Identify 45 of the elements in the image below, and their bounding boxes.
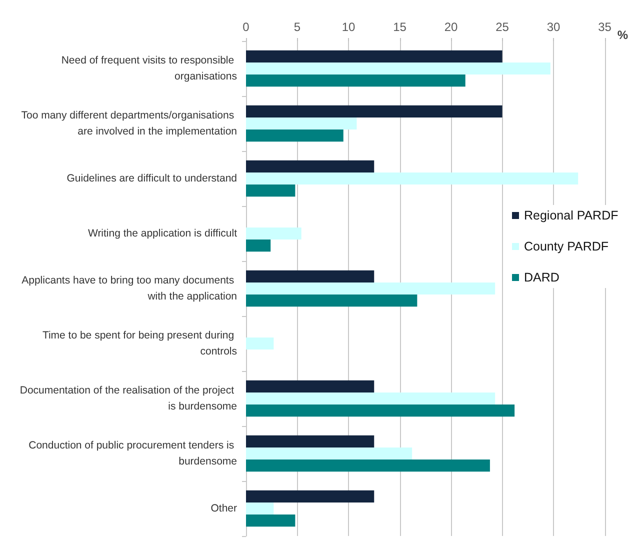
x-tick-label: 20 [444, 20, 458, 34]
bar [246, 392, 496, 405]
bar [246, 502, 274, 515]
y-tick-label: Conduction of public procurement tenders is burdensome [28, 440, 238, 468]
bar [246, 130, 344, 142]
bar [246, 514, 296, 527]
y-tick-label: Need of frequent visits to responsible organisations [61, 54, 237, 82]
y-tick-label: Time to be spent for being present during controls [42, 330, 237, 358]
bar [246, 337, 274, 350]
x-tick-label: 15 [393, 20, 407, 34]
bar [246, 184, 296, 197]
x-tick-label: 30 [546, 20, 560, 34]
y-tick-label: Other [210, 502, 238, 514]
legend-label: County PARDF [524, 240, 609, 254]
y-tick-label: Applicants have to bring too many documents with the application [22, 274, 238, 302]
bar [246, 460, 490, 472]
bar [246, 380, 374, 392]
bar [246, 117, 357, 130]
legend-label: DARD [524, 270, 560, 284]
y-tick-label: Writing the application is difficult [88, 228, 238, 240]
x-tick-label: 35 [598, 20, 612, 34]
bar [246, 74, 466, 87]
x-tick-label: 25 [496, 20, 510, 34]
y-tick-label: Guidelines are difficult to understand [66, 172, 238, 184]
bar [246, 227, 302, 240]
bar [246, 62, 550, 75]
y-tick-label: Too many different departments/organisations are involved in the implementation [21, 110, 238, 138]
bar [246, 50, 502, 62]
bar [246, 447, 412, 460]
bar [246, 294, 418, 307]
x-axis-title: % [617, 28, 628, 42]
bar [246, 172, 578, 185]
bar [246, 435, 374, 448]
x-tick-label: 0 [242, 20, 250, 34]
bar [246, 404, 515, 417]
bar [246, 270, 374, 282]
y-tick-label: Documentation of the realisation of the project is burdensome [20, 384, 238, 412]
bar [246, 160, 374, 172]
legend-label: Regional PARDF [524, 208, 619, 222]
bar [246, 240, 271, 252]
bar [246, 282, 496, 295]
x-tick-label: 10 [342, 20, 356, 34]
x-tick-label: 5 [294, 20, 301, 34]
bar [246, 490, 374, 502]
bar [246, 105, 502, 118]
